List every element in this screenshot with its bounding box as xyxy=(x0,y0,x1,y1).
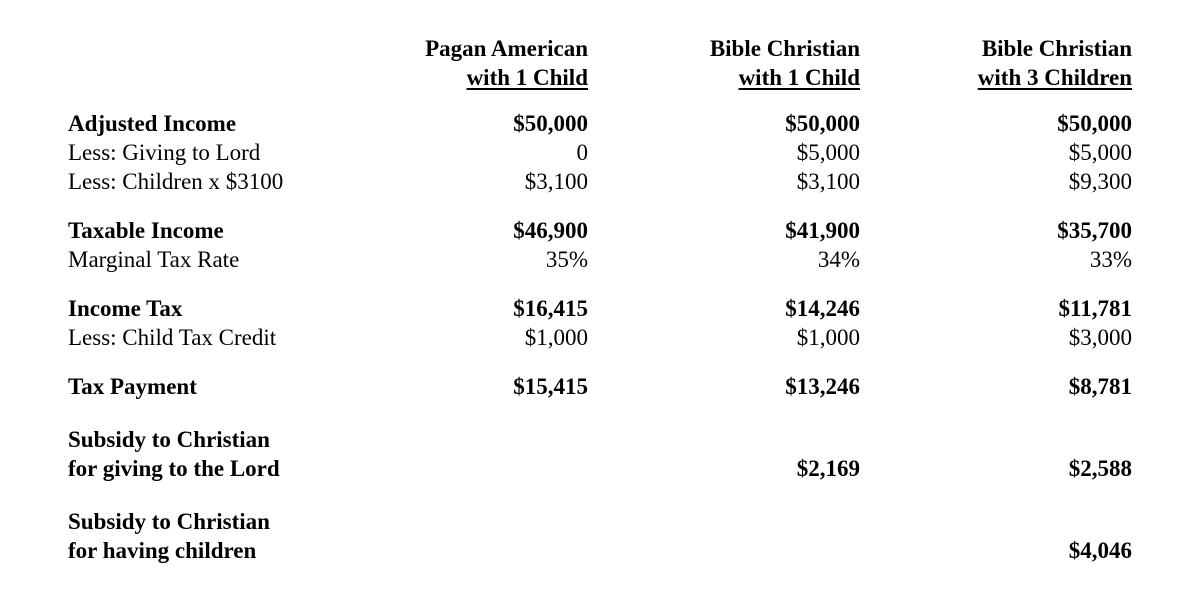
header-line1: Bible Christian xyxy=(981,36,1132,61)
header-line1: Bible Christian xyxy=(709,36,860,61)
row-label: Less: Giving to Lord xyxy=(68,140,261,165)
row-value: $13,246 xyxy=(785,374,860,399)
row-label: for having children xyxy=(68,538,257,563)
column-header-christian-1: Bible Christian with 1 Child xyxy=(710,34,860,92)
row-value: $1,000 xyxy=(524,325,588,350)
row-value: $2,588 xyxy=(1068,456,1132,481)
row-value: $35,700 xyxy=(1057,218,1132,243)
row-value: 34% xyxy=(817,247,860,272)
row-label: Less: Children x $3100 xyxy=(68,169,284,194)
row-value: $14,246 xyxy=(785,296,860,321)
row-label: Subsidy to Christian xyxy=(68,427,270,452)
row-value: 0 xyxy=(576,140,589,165)
column-header-pagan: Pagan American with 1 Child xyxy=(425,34,588,92)
row-value: $1,000 xyxy=(796,325,860,350)
row-value: $46,900 xyxy=(513,218,588,243)
row-value: $50,000 xyxy=(785,111,860,136)
header-line1: Pagan American xyxy=(425,36,588,61)
row-label: Less: Child Tax Credit xyxy=(68,325,277,350)
row-value: $11,781 xyxy=(1058,296,1132,321)
row-value: $50,000 xyxy=(1057,111,1132,136)
row-label: Subsidy to Christian xyxy=(68,509,270,534)
header-line2: with 1 Child xyxy=(738,65,860,90)
row-value: 35% xyxy=(545,247,588,272)
row-label: Taxable Income xyxy=(68,218,224,243)
row-value: $5,000 xyxy=(1068,140,1132,165)
row-value: $15,415 xyxy=(513,374,588,399)
row-value: $16,415 xyxy=(513,296,588,321)
row-label: for giving to the Lord xyxy=(68,456,280,481)
row-label: Adjusted Income xyxy=(68,111,237,136)
row-value: 33% xyxy=(1089,247,1132,272)
header-line2: with 3 Children xyxy=(977,65,1132,90)
row-value: $8,781 xyxy=(1068,374,1132,399)
row-value: $5,000 xyxy=(796,140,860,165)
row-value: $3,100 xyxy=(524,169,588,194)
column-header-christian-3: Bible Christian with 3 Children xyxy=(978,34,1132,92)
row-value: $9,300 xyxy=(1068,169,1132,194)
row-value: $50,000 xyxy=(513,111,588,136)
row-value: $4,046 xyxy=(1068,538,1132,563)
row-value: $41,900 xyxy=(785,218,860,243)
row-label: Tax Payment xyxy=(68,374,197,399)
row-label: Income Tax xyxy=(68,296,183,321)
row-label: Marginal Tax Rate xyxy=(68,247,240,272)
row-value: $2,169 xyxy=(796,456,860,481)
row-value: $3,000 xyxy=(1068,325,1132,350)
row-value: $3,100 xyxy=(796,169,860,194)
header-line2: with 1 Child xyxy=(466,65,588,90)
